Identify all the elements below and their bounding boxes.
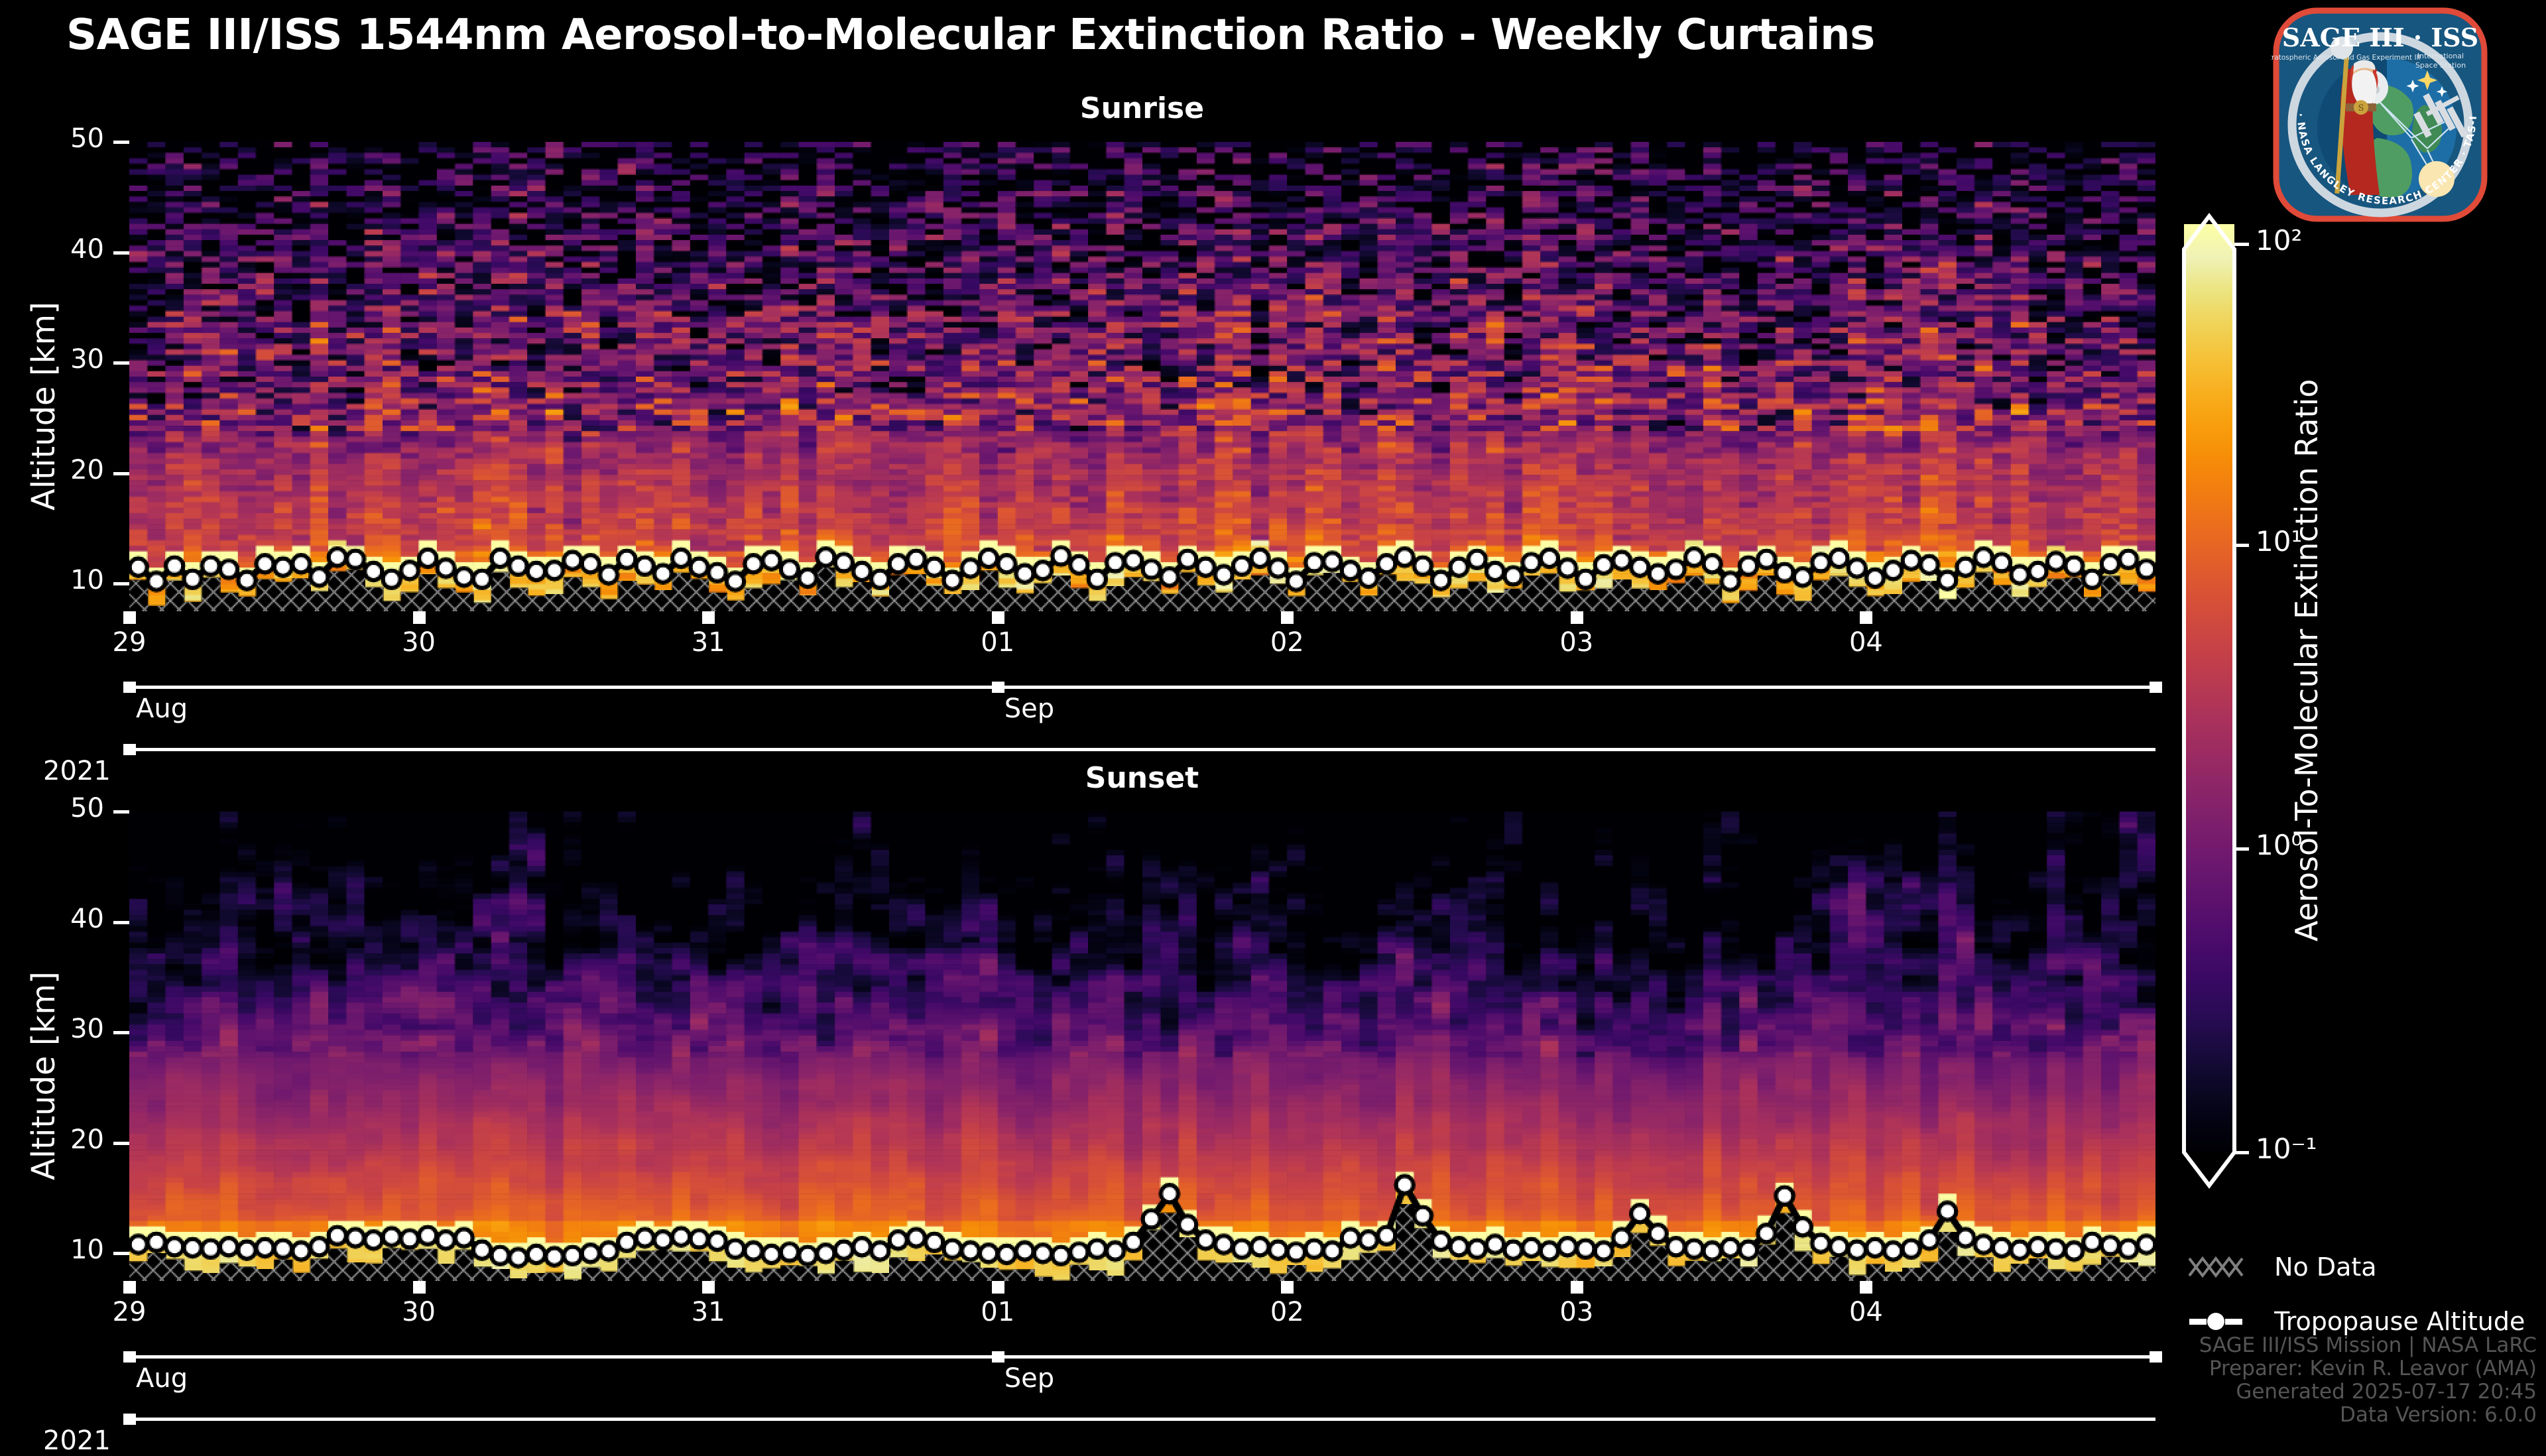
y-tick-label: 30 [70,1014,104,1045]
year-axis-line [129,748,2155,751]
y-tick-mark [113,141,129,144]
y-tick-label: 40 [70,233,104,265]
x-tick-mark [1860,1281,1873,1294]
x-tick-mark [1570,611,1583,624]
year-axis-line [129,1418,2155,1421]
patch-heading: SAGE III · ISS [2282,23,2478,52]
month-bracket-start [123,682,136,693]
panel-title-sunrise: Sunrise [1079,91,1205,125]
x-tick-label: 04 [1849,627,1883,658]
patch-sub-right-1: International [2417,52,2464,60]
colorbar-tick-mark [2234,243,2249,246]
y-tick-label: 20 [70,454,104,485]
colorbar-tick-mark [2234,847,2249,851]
footer-line-2: Preparer: Kevin R. Leavor (AMA) [2209,1357,2537,1380]
colorbar-tick-mark [2234,1151,2249,1154]
x-tick-label: 30 [402,1297,436,1327]
month-bracket-start [123,1351,136,1363]
colorbar-tick-label: 10⁰ [2256,829,2303,861]
colorbar-outline [2182,213,2236,1189]
x-tick-label: 01 [981,1297,1015,1327]
x-tick-mark [1281,611,1294,624]
footer-line-4: Data Version: 6.0.0 [2339,1403,2537,1427]
x-tick-label: 03 [1559,1297,1594,1327]
x-tick-label: 31 [691,1297,725,1327]
year-bracket-start [123,744,136,755]
patch-sub-right-2: Space Station [2415,61,2466,70]
y-tick-label: 10 [70,1235,104,1266]
x-tick-label: 30 [402,627,436,658]
x-tick-mark [991,611,1004,624]
month-bracket-end [2150,1351,2162,1363]
y-tick-mark [113,1252,129,1256]
x-tick-mark [412,611,426,624]
y-tick-label: 20 [70,1124,104,1155]
month-label-aug: Aug [136,1363,188,1394]
x-tick-mark [123,611,136,624]
colorbar-tick-label: 10¹ [2256,525,2303,558]
y-tick-mark [113,361,129,365]
y-tick-label: 50 [70,793,104,823]
x-tick-mark [1860,611,1873,624]
colorbar-tick-label: 10⁻¹ [2256,1132,2317,1165]
x-tick-label: 29 [112,1297,147,1327]
x-tick-mark [702,1281,715,1294]
page-title: SAGE III/ISS 1544nm Aerosol-to-Molecular… [66,11,1875,60]
month-label-sep: Sep [1004,1363,1055,1394]
month-axis-line [129,1355,2155,1359]
heatmap-sunset[interactable] [129,812,2155,1281]
y-tick-mark [113,1141,129,1145]
x-tick-label: 31 [691,627,725,658]
x-tick-label: 02 [1270,1297,1304,1327]
y-tick-mark [113,582,129,586]
legend-label-no-data: No Data [2274,1252,2377,1282]
colorbar-gradient[interactable] [2184,224,2234,1152]
month-label-aug: Aug [136,694,188,724]
footer-credits: SAGE III/ISS Mission | NASA LaRC Prepare… [2199,1334,2537,1427]
footer-line-3: Generated 2025-07-17 20:45 [2236,1380,2537,1404]
patch-sub-left: Stratospheric Aerosol and Gas Experiment… [2271,54,2421,62]
tropopause-altitude-icon [2189,1312,2242,1330]
month-bracket-sep [991,682,1004,693]
no-data-icon [2188,1256,2244,1278]
y-tick-mark [113,251,129,255]
y-tick-mark [113,920,129,924]
colorbar-tick-mark [2234,544,2249,547]
x-tick-mark [123,1281,136,1294]
x-tick-mark [991,1281,1004,1294]
colorbar-tick-label: 10² [2256,224,2303,257]
x-tick-mark [1570,1281,1583,1294]
svg-text:S: S [2358,103,2364,113]
month-label-sep: Sep [1004,694,1055,724]
x-tick-mark [702,611,715,624]
x-tick-label: 03 [1559,627,1594,658]
heatmap-sunrise[interactable] [129,142,2155,611]
legend-item-no-data[interactable]: No Data [2188,1250,2377,1282]
legend-label-tropopause: Tropopause Altitude [2274,1306,2525,1336]
y-tick-mark [113,810,129,814]
year-label: 2021 [43,756,111,786]
colorbar-label: Aerosol-To-Molecular Extinction Ratio [2289,379,2325,941]
legend-item-tropopause[interactable]: Tropopause Altitude [2188,1305,2525,1336]
year-bracket-start [123,1414,136,1425]
x-tick-label: 29 [112,627,147,658]
x-tick-mark [1281,1281,1294,1294]
y-tick-label: 30 [70,344,104,375]
x-tick-label: 04 [1849,1297,1883,1327]
month-bracket-sep [991,1351,1004,1363]
x-tick-label: 01 [981,627,1015,658]
panel-title-sunset: Sunset [1085,761,1199,795]
x-tick-label: 02 [1270,627,1304,658]
month-axis-line [129,686,2155,689]
x-tick-mark [412,1281,426,1294]
y-tick-mark [113,1031,129,1035]
year-label: 2021 [43,1426,111,1456]
y-tick-mark [113,471,129,475]
y-tick-label: 10 [70,565,104,596]
y-tick-label: 40 [70,903,104,934]
y-tick-label: 50 [70,123,104,154]
sage-iii-iss-mission-patch: S SAGE III · ISS Stratospheric Aerosol a… [2264,0,2490,224]
month-bracket-end [2150,682,2162,693]
footer-line-1: SAGE III/ISS Mission | NASA LaRC [2199,1333,2537,1357]
